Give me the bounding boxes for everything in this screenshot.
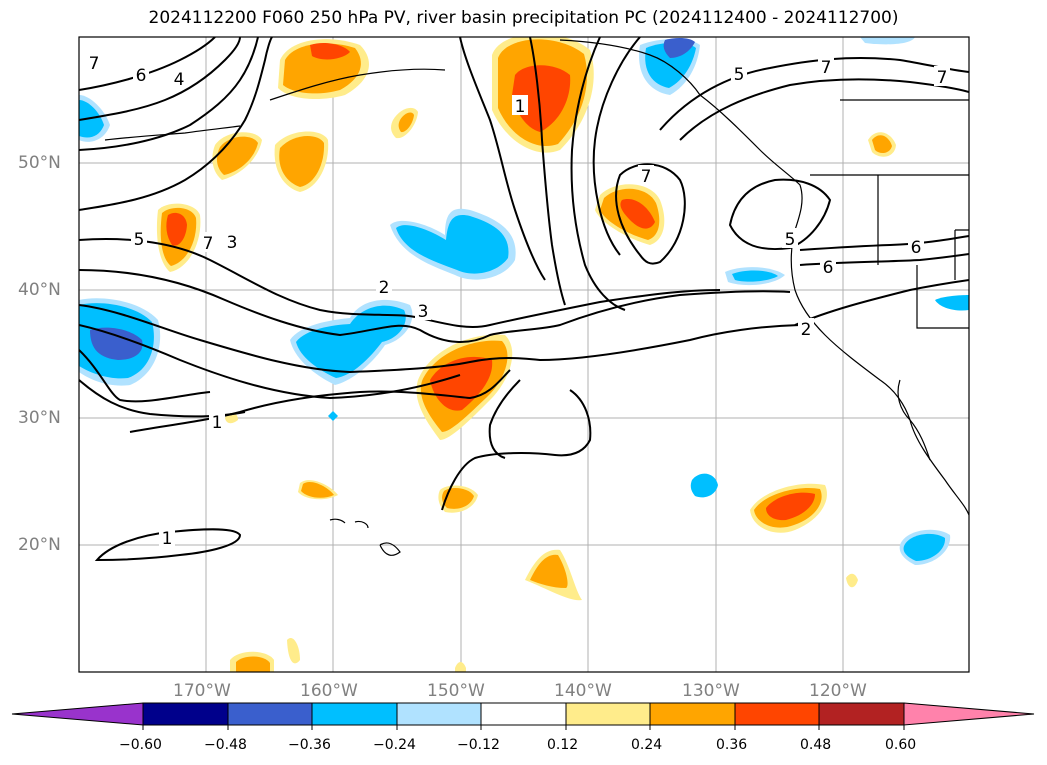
- colorbar-segment: [818, 702, 905, 726]
- lat-label: 50°N: [18, 153, 61, 173]
- colorbar-segment: [480, 702, 567, 726]
- colorbar: [11, 702, 1035, 730]
- colorbar-tick-label: −0.48: [204, 737, 247, 753]
- contour-label: 2: [801, 320, 812, 340]
- contour-label: 3: [418, 302, 429, 322]
- colorbar-segment: [396, 702, 482, 726]
- contour-label: 7: [89, 54, 100, 74]
- colorbar-segment: [142, 702, 229, 726]
- lon-label: 170°W: [173, 681, 231, 701]
- contour-label: 2: [379, 278, 390, 298]
- lat-label: 20°N: [18, 535, 61, 555]
- contour-label: 4: [174, 70, 185, 90]
- lon-label: 140°W: [554, 681, 612, 701]
- colorbar-tick-label: 0.24: [631, 737, 663, 753]
- lon-label: 150°W: [427, 681, 485, 701]
- colorbar-extend-high: [903, 702, 1035, 726]
- colorbar-tick-label: −0.12: [457, 737, 500, 753]
- colorbar-tick-label: −0.24: [373, 737, 416, 753]
- colorbar-ticks: [142, 725, 905, 730]
- contour-label: 7: [937, 68, 948, 88]
- contour-label: 7: [203, 234, 214, 254]
- precip-positive-shading: [156, 37, 896, 672]
- colorbar-segment: [227, 702, 313, 726]
- contour-label: 6: [911, 238, 922, 258]
- colorbar-tick-label: −0.60: [119, 737, 162, 753]
- pv-contours: [79, 37, 969, 562]
- map-title: 2024112200 F060 250 hPa PV, river basin …: [148, 8, 899, 28]
- colorbar-tick-label: −0.36: [288, 737, 331, 753]
- colorbar-segment: [734, 702, 820, 726]
- contour-label: 5: [785, 230, 796, 250]
- colorbar-tick-label: 0.60: [885, 737, 917, 753]
- map-frame: [78, 36, 970, 673]
- colorbar-tick-label: 0.12: [547, 737, 579, 753]
- contour-label: 3: [227, 233, 238, 253]
- colorbar-segment: [565, 702, 651, 726]
- lat-label: 40°N: [18, 280, 61, 300]
- colorbar-extend-low: [11, 702, 144, 726]
- contour-label: 5: [134, 230, 145, 250]
- contour-label: 6: [136, 66, 147, 86]
- lon-label: 130°W: [682, 681, 740, 701]
- lat-label: 30°N: [18, 408, 61, 428]
- contour-label: 5: [734, 65, 745, 85]
- contour-label: 6: [823, 258, 834, 278]
- contour-label: 1: [162, 529, 173, 549]
- lon-label: 120°W: [809, 681, 867, 701]
- gridlines: [79, 37, 969, 672]
- colorbar-segment: [649, 702, 736, 726]
- coastlines: [104, 39, 969, 556]
- contour-label: 7: [641, 167, 652, 187]
- colorbar-tick-label: 0.36: [716, 737, 748, 753]
- contour-label: 7: [821, 58, 832, 78]
- lon-label: 160°W: [300, 681, 358, 701]
- contour-label: 1: [212, 413, 223, 433]
- contour-label: 1: [515, 97, 526, 117]
- colorbar-segment: [311, 702, 398, 726]
- colorbar-tick-label: 0.48: [800, 737, 832, 753]
